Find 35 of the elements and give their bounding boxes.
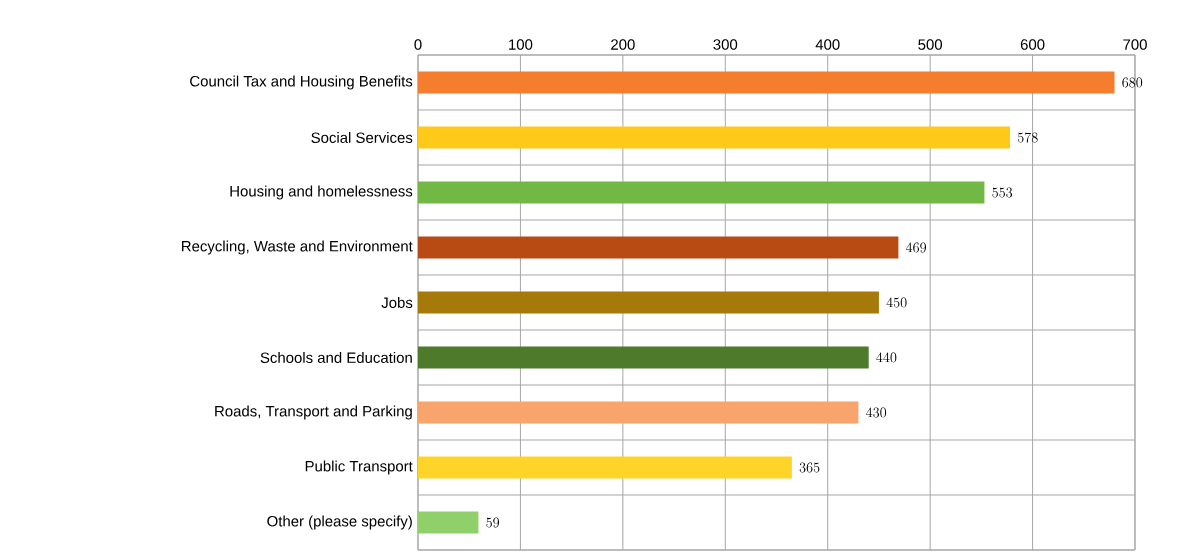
x-tick-label: 100: [509, 39, 533, 50]
data-label: 553: [992, 187, 1013, 198]
y-tick-label: Roads, Transport and Parking: [215, 405, 412, 420]
x-tick-label: 400: [815, 39, 840, 50]
x-tick-label: 700: [1123, 39, 1147, 50]
bar: [418, 181, 985, 204]
bar: [418, 236, 899, 259]
data-label: 680: [1122, 77, 1143, 88]
y-tick-label: Recycling, Waste and Environment: [182, 240, 413, 255]
bar: [418, 346, 869, 369]
bar: [418, 126, 1011, 149]
x-tick-label: 300: [713, 39, 738, 50]
y-tick-label: Schools and Education: [260, 352, 412, 363]
data-label: 450: [886, 297, 907, 308]
y-tick-label: Council Tax and Housing Benefits: [190, 75, 413, 90]
bar: [418, 291, 879, 314]
y-tick-label: Other (please specify): [267, 515, 412, 530]
x-tick-label: 0: [414, 39, 422, 50]
y-tick-label: Jobs: [381, 297, 413, 308]
x-tick-label: 500: [918, 39, 943, 50]
y-tick-label: Social Services: [311, 132, 413, 143]
data-label: 469: [905, 242, 927, 253]
data-label: 440: [876, 352, 897, 363]
y-tick-label: Public Transport: [305, 460, 413, 475]
bar: [418, 401, 859, 424]
data-label: 365: [799, 462, 820, 473]
bar: [418, 511, 479, 534]
data-label: 59: [486, 517, 500, 528]
data-label: 578: [1017, 132, 1038, 143]
x-tick-label: 600: [1020, 39, 1045, 50]
bar: [418, 456, 792, 479]
bar: [418, 71, 1115, 94]
data-label: 430: [866, 407, 887, 418]
x-tick-label: 200: [611, 39, 635, 50]
y-tick-label: Housing and homelessness: [230, 185, 413, 200]
